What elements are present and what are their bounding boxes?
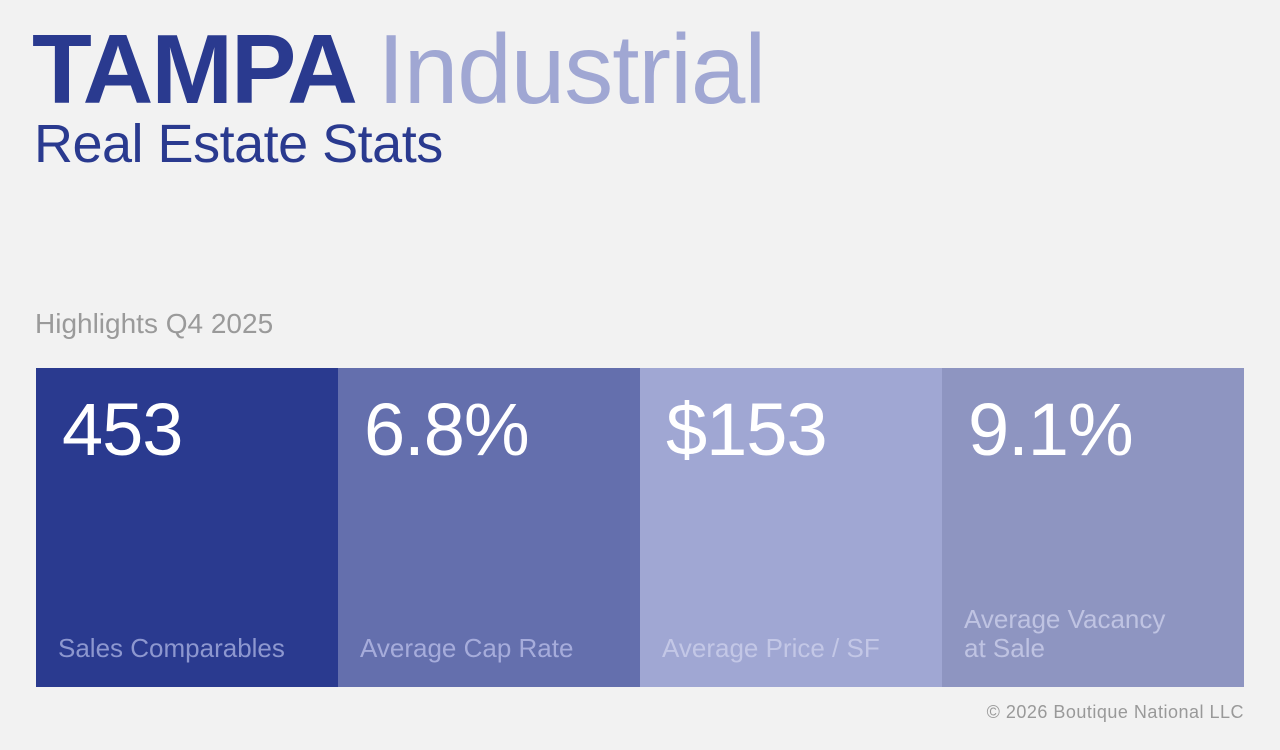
stat-card-sales-comparables: 453 Sales Comparables	[36, 368, 338, 687]
page-title: TAMPA Industrial	[32, 14, 766, 124]
stat-card-price-sf: $153 Average Price / SF	[640, 368, 942, 687]
stat-label: Sales Comparables	[58, 633, 285, 663]
sector-title: Industrial	[377, 14, 766, 124]
stat-label: Average Cap Rate	[360, 633, 574, 663]
stat-label: Average Price / SF	[662, 633, 880, 663]
copyright-footer: © 2026 Boutique National LLC	[986, 702, 1244, 722]
city-title: TAMPA	[32, 14, 354, 124]
stat-card-vacancy: 9.1% Average Vacancy at Sale	[942, 368, 1244, 687]
stat-value: 6.8%	[364, 388, 530, 471]
page-subtitle: Real Estate Stats	[34, 114, 443, 174]
stats-cards: 453 Sales Comparables 6.8% Average Cap R…	[36, 368, 1244, 687]
stat-label: Average Vacancy at Sale	[964, 604, 1166, 663]
stat-value: 9.1%	[968, 388, 1134, 471]
highlights-label: Highlights Q4 2025	[35, 308, 274, 339]
stat-value: $153	[666, 388, 828, 471]
stat-card-cap-rate: 6.8% Average Cap Rate	[338, 368, 640, 687]
stat-value: 453	[62, 388, 183, 471]
